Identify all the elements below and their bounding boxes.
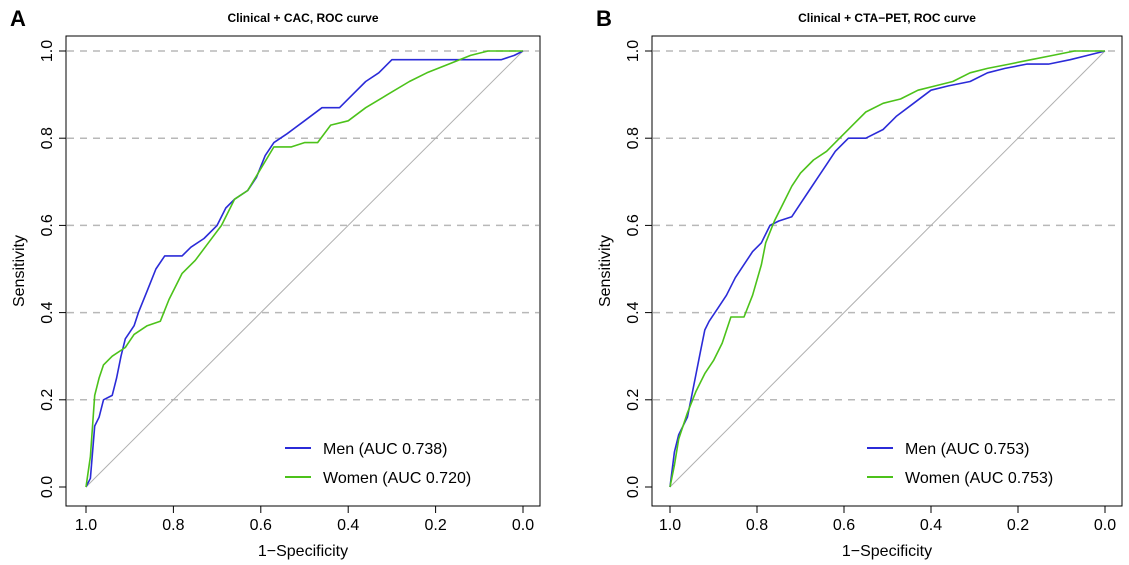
y-tick-label: 0.4 — [625, 301, 642, 323]
x-axis-label: 1−Specificity — [842, 543, 932, 560]
panel-letter: B — [596, 6, 612, 31]
x-tick-label: 0.8 — [746, 517, 768, 534]
y-tick-label: 0.0 — [625, 476, 642, 498]
y-tick-label: 0.2 — [625, 389, 642, 411]
chart-panel-a: A Clinical + CAC, ROC curve 1.0 0.8 0.6 0.4 0.… — [10, 6, 541, 560]
y-tick-label: 1.0 — [39, 40, 56, 62]
y-axis-label: Sensitivity — [11, 235, 28, 307]
x-tick-label: 0.4 — [337, 517, 359, 534]
legend-label: Women (AUC 0.720) — [323, 470, 471, 487]
series-line-women — [669, 50, 1105, 488]
reference-diagonal — [669, 50, 1106, 488]
legend-label: Women (AUC 0.753) — [905, 470, 1053, 487]
y-tick-label: 0.6 — [39, 214, 56, 236]
legend-label: Men (AUC 0.738) — [323, 441, 448, 458]
y-tick-label: 0.6 — [625, 214, 642, 236]
x-axis-label: 1−Specificity — [258, 543, 348, 560]
legend-label: Men (AUC 0.753) — [905, 441, 1030, 458]
x-tick-label: 0.2 — [424, 517, 446, 534]
reference-diagonal — [85, 50, 524, 488]
series-line-women — [85, 50, 523, 488]
x-tick-label: 1.0 — [659, 517, 681, 534]
x-tick-label: 0.6 — [250, 517, 272, 534]
y-tick-label: 0.4 — [39, 301, 56, 323]
chart-title: Clinical + CTA−PET, ROC curve — [798, 11, 976, 25]
y-tick-label: 0.2 — [39, 389, 56, 411]
x-tick-label: 0.4 — [920, 517, 942, 534]
x-tick-label: 0.6 — [833, 517, 855, 534]
x-tick-label: 0.0 — [1094, 517, 1116, 534]
x-tick-label: 0.0 — [512, 517, 534, 534]
plot-frame — [651, 35, 1123, 507]
y-tick-label: 0.0 — [39, 476, 56, 498]
panel-letter: A — [10, 6, 26, 31]
y-tick-label: 0.8 — [625, 127, 642, 149]
plot-frame — [65, 35, 541, 507]
x-tick-label: 0.8 — [162, 517, 184, 534]
y-axis-label: Sensitivity — [597, 235, 614, 307]
chart-panel-b: B Clinical + CTA−PET, ROC curve 1.0 0.8 0.6 0… — [596, 6, 1123, 560]
x-tick-label: 0.2 — [1007, 517, 1029, 534]
y-tick-label: 1.0 — [625, 40, 642, 62]
series-line-men — [669, 50, 1106, 488]
chart-title: Clinical + CAC, ROC curve — [227, 11, 378, 25]
x-tick-label: 1.0 — [75, 517, 97, 534]
y-tick-label: 0.8 — [39, 127, 56, 149]
